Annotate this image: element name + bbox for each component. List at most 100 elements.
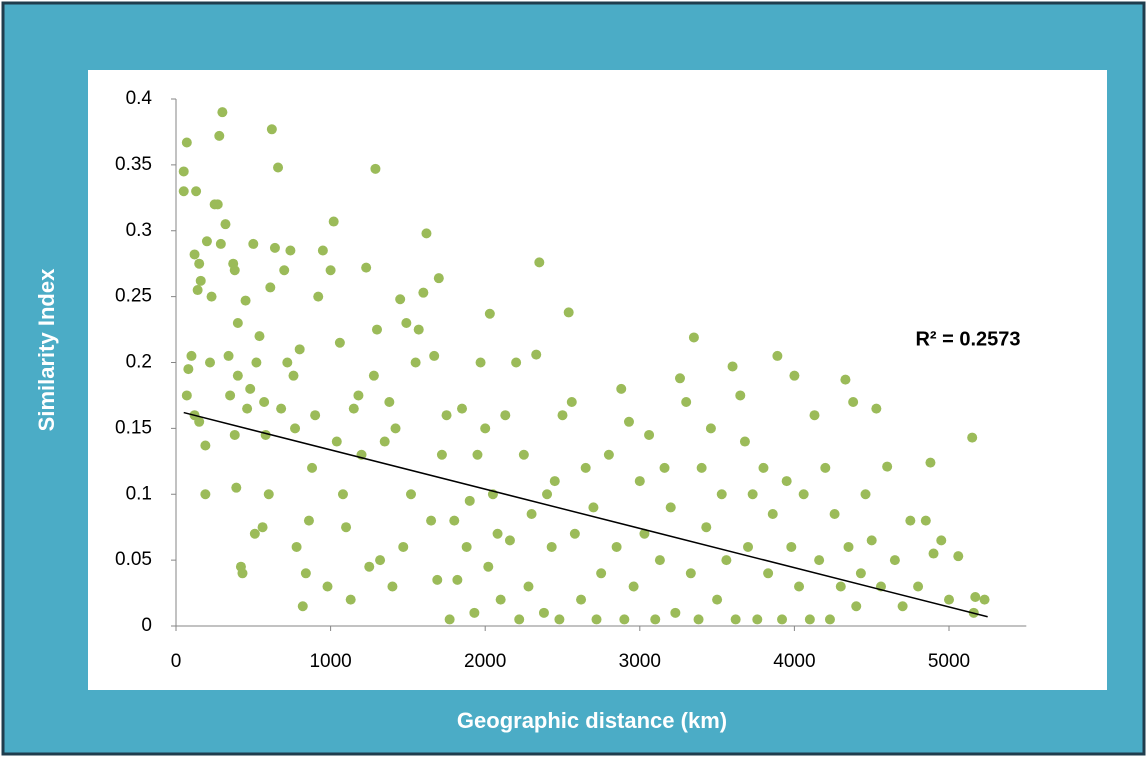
point bbox=[337, 489, 348, 500]
point bbox=[341, 522, 352, 533]
point bbox=[563, 307, 574, 318]
point bbox=[413, 324, 424, 335]
point bbox=[433, 273, 444, 284]
point bbox=[398, 541, 409, 552]
point bbox=[401, 317, 412, 328]
point bbox=[871, 403, 882, 414]
point bbox=[743, 541, 754, 552]
point bbox=[659, 462, 670, 473]
point bbox=[644, 429, 655, 440]
point bbox=[426, 515, 437, 526]
point bbox=[368, 370, 379, 381]
point bbox=[970, 592, 981, 603]
point bbox=[421, 228, 432, 239]
point bbox=[290, 423, 301, 434]
point bbox=[752, 614, 763, 625]
point bbox=[237, 568, 248, 579]
point bbox=[897, 601, 908, 612]
y-tick-label: 0.2 bbox=[126, 352, 152, 373]
point bbox=[231, 482, 242, 493]
point bbox=[967, 432, 978, 443]
point bbox=[576, 594, 587, 605]
r-squared-annotation: R² = 0.2573 bbox=[915, 328, 1020, 350]
y-tick-label: 0 bbox=[141, 615, 152, 636]
point bbox=[538, 607, 549, 618]
point bbox=[328, 216, 339, 227]
point bbox=[634, 476, 645, 487]
point bbox=[701, 522, 712, 533]
point bbox=[480, 423, 491, 434]
point bbox=[569, 528, 580, 539]
x-tick-label: 2000 bbox=[464, 651, 506, 672]
point bbox=[364, 561, 375, 572]
point bbox=[229, 429, 240, 440]
point bbox=[511, 357, 522, 368]
point bbox=[483, 561, 494, 572]
point bbox=[269, 242, 280, 253]
point bbox=[191, 186, 202, 197]
point bbox=[220, 219, 231, 230]
point bbox=[395, 294, 406, 305]
point bbox=[214, 130, 225, 141]
point bbox=[739, 436, 750, 447]
point bbox=[814, 555, 825, 566]
point bbox=[310, 410, 321, 421]
x-tick-label: 4000 bbox=[773, 651, 815, 672]
point bbox=[322, 581, 333, 592]
point bbox=[475, 357, 486, 368]
point bbox=[353, 390, 364, 401]
point bbox=[591, 614, 602, 625]
point bbox=[681, 397, 692, 408]
point bbox=[979, 594, 990, 605]
point bbox=[200, 440, 211, 451]
point bbox=[240, 295, 251, 306]
point bbox=[526, 509, 537, 520]
point bbox=[195, 275, 206, 286]
point bbox=[276, 403, 287, 414]
point bbox=[504, 535, 515, 546]
point bbox=[866, 535, 877, 546]
point bbox=[860, 489, 871, 500]
point bbox=[735, 390, 746, 401]
point bbox=[325, 265, 336, 276]
point bbox=[248, 238, 259, 249]
point bbox=[603, 449, 614, 460]
point bbox=[913, 581, 924, 592]
point bbox=[178, 186, 189, 197]
point bbox=[345, 594, 356, 605]
point bbox=[251, 357, 262, 368]
point bbox=[436, 449, 447, 460]
point bbox=[194, 258, 205, 269]
point bbox=[405, 489, 416, 500]
point bbox=[297, 601, 308, 612]
y-tick-label: 0.1 bbox=[126, 483, 152, 504]
y-tick-label: 0.25 bbox=[115, 286, 152, 307]
point bbox=[418, 287, 429, 298]
point bbox=[623, 416, 634, 427]
point bbox=[183, 364, 194, 375]
point bbox=[429, 350, 440, 361]
point bbox=[201, 236, 212, 247]
point bbox=[232, 370, 243, 381]
point bbox=[370, 163, 381, 174]
point bbox=[181, 390, 192, 401]
point bbox=[674, 373, 685, 384]
point bbox=[457, 403, 468, 414]
point bbox=[514, 614, 525, 625]
point bbox=[882, 461, 893, 472]
point bbox=[531, 349, 542, 360]
point bbox=[225, 390, 236, 401]
point bbox=[282, 357, 293, 368]
trendline bbox=[183, 411, 988, 618]
point bbox=[303, 515, 314, 526]
point bbox=[441, 410, 452, 421]
point bbox=[469, 607, 480, 618]
point bbox=[855, 568, 866, 579]
point bbox=[273, 162, 284, 173]
point bbox=[619, 614, 630, 625]
y-tick-label: 0.4 bbox=[126, 88, 153, 109]
point bbox=[518, 449, 529, 460]
point bbox=[781, 476, 792, 487]
point bbox=[747, 489, 758, 500]
point bbox=[670, 607, 681, 618]
